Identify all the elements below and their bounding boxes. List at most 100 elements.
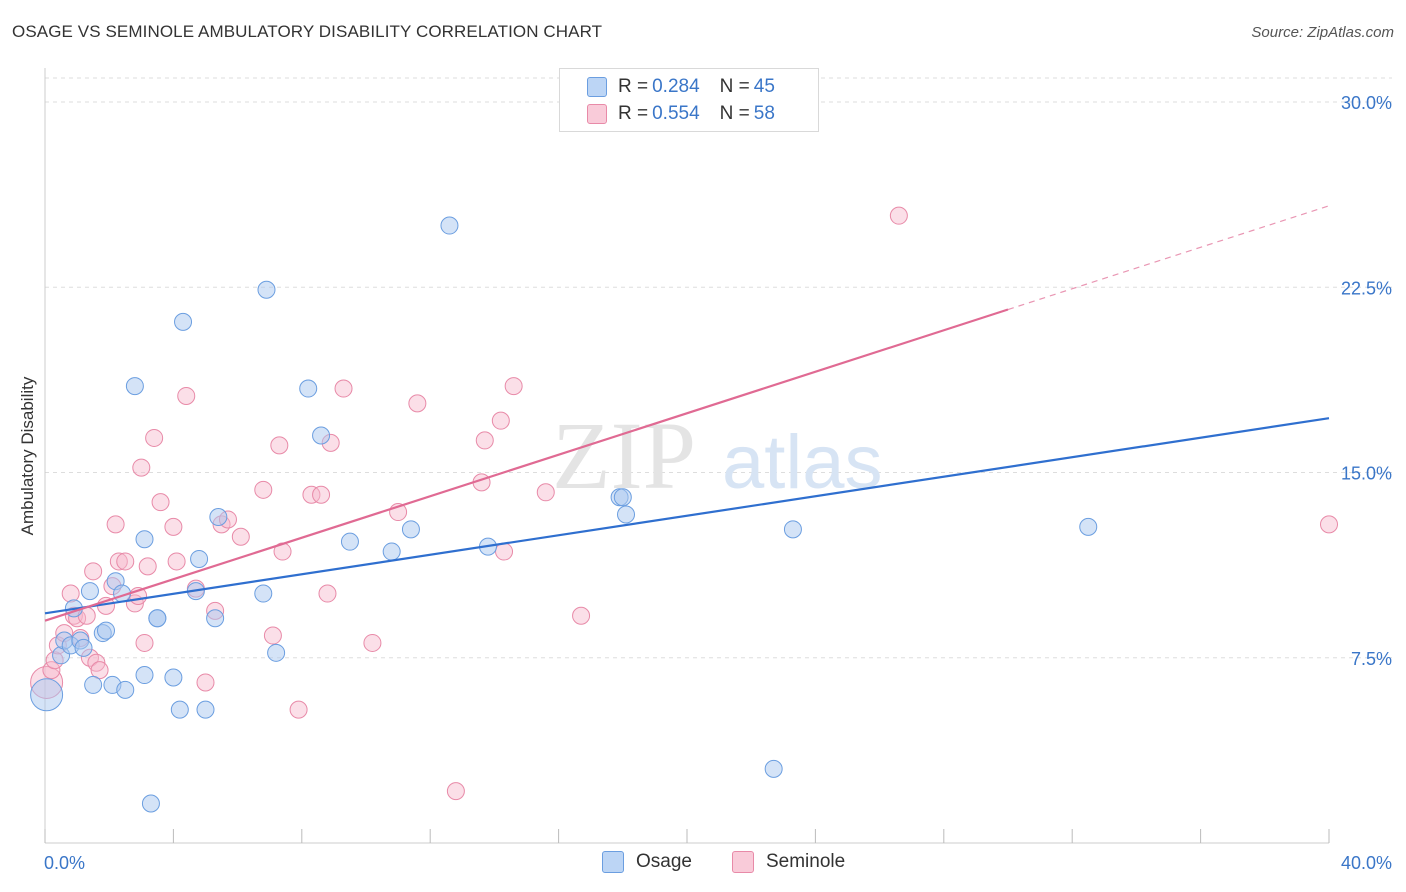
seminole-point: [363, 633, 382, 652]
chart-title: OSAGE VS SEMINOLE AMBULATORY DISABILITY …: [12, 22, 603, 41]
seminole-point: [84, 562, 103, 581]
legend-osage-row: R = 0.284 N = 45: [618, 74, 775, 100]
osage-point: [170, 700, 189, 719]
osage-point: [196, 700, 215, 719]
osage-point: [617, 505, 636, 524]
legend-seminole-r-label: R =: [618, 103, 649, 124]
osage-point: [267, 643, 286, 662]
legend-seminole-swatch: [587, 104, 607, 124]
y-tick-label: 15.0%: [1341, 464, 1392, 484]
legend-osage-n-label: N =: [719, 76, 750, 97]
seminole-point: [446, 782, 465, 801]
source-prefix: Source:: [1251, 24, 1308, 41]
osage-point: [80, 582, 99, 601]
seminole-point: [106, 515, 125, 534]
legend-item-seminole[interactable]: Seminole: [731, 851, 846, 873]
seminole-point: [536, 483, 555, 502]
seminole-point: [1320, 515, 1338, 534]
osage-point: [764, 759, 783, 778]
osage-point: [125, 377, 144, 396]
osage-points: [30, 216, 1098, 813]
osage-swatch: [602, 851, 624, 873]
axes-layer: [44, 68, 1330, 844]
seminole-point: [312, 485, 331, 504]
osage-point: [783, 520, 802, 539]
y-tick-label: 22.5%: [1341, 278, 1392, 298]
osage-label: Osage: [636, 851, 692, 872]
seminole-swatch: [731, 851, 754, 873]
seminole-point: [889, 206, 908, 225]
seminole-point: [167, 552, 186, 571]
legend-osage-n-value: 45: [753, 76, 775, 97]
tick-labels: 7.5% 15.0% 22.5% 30.0% 0.0% 40.0%: [44, 93, 1392, 873]
legend-osage-r-value: 0.284: [652, 76, 700, 97]
seminole-point: [475, 431, 494, 450]
seminole-point: [177, 386, 196, 405]
seminole-point: [138, 557, 157, 576]
seminole-point: [302, 485, 321, 504]
legend-seminole-n-value: 58: [753, 103, 775, 124]
osage-point: [382, 542, 401, 561]
legend-osage-swatch: [587, 77, 607, 97]
osage-point: [84, 675, 103, 694]
seminole-point: [90, 661, 109, 680]
legend-seminole-r-value: 0.554: [652, 103, 700, 124]
seminole-point: [491, 411, 510, 430]
osage-point: [116, 680, 135, 699]
osage-point: [164, 668, 183, 687]
seminole-point: [145, 428, 164, 447]
legend-osage-r-label: R =: [618, 76, 649, 97]
seminole-point: [289, 700, 308, 719]
seminole-point: [334, 379, 353, 398]
osage-point: [206, 609, 225, 628]
osage-point: [613, 488, 632, 507]
osage-point: [254, 584, 273, 603]
osage-point: [401, 520, 420, 539]
correlation-legend: R = 0.284 N = 45 R = 0.554 N = 58: [559, 68, 819, 132]
x-tick-label: 40.0%: [1341, 853, 1392, 873]
source-link[interactable]: ZipAtlas.com: [1307, 24, 1394, 41]
seminole-point: [572, 606, 591, 625]
osage-point: [440, 216, 459, 235]
osage-point: [257, 280, 276, 299]
osage-point: [135, 666, 154, 685]
seminole-point: [318, 584, 337, 603]
osage-point: [135, 530, 154, 549]
seminole-point: [408, 394, 427, 413]
osage-point: [299, 379, 318, 398]
grid-layer: [45, 77, 1392, 659]
osage-point: [30, 678, 64, 712]
osage-point: [340, 532, 359, 551]
series-legend: Osage Seminole: [602, 851, 885, 873]
y-tick-label: 7.5%: [1351, 649, 1392, 669]
osage-point: [209, 507, 228, 526]
seminole-point: [132, 458, 151, 477]
seminole-point: [495, 542, 514, 561]
seminole-point: [231, 527, 250, 546]
trend-lines: [44, 205, 1330, 622]
seminole-point: [263, 626, 282, 645]
seminole-point: [109, 552, 128, 571]
osage-point: [141, 794, 160, 813]
seminole-point: [42, 661, 61, 680]
osage-point: [312, 426, 331, 445]
seminole-point: [164, 517, 183, 536]
legend-seminole-n-label: N =: [719, 103, 750, 124]
x-tick-label: 0.0%: [44, 853, 85, 873]
seminole-point: [151, 493, 170, 512]
seminole-trend-extension: [1007, 205, 1330, 311]
seminole-point: [504, 377, 523, 396]
osage-point: [96, 621, 115, 640]
seminole-point: [61, 584, 80, 603]
osage-point: [74, 638, 93, 657]
osage-point: [148, 609, 167, 628]
legend-item-osage[interactable]: Osage: [602, 851, 692, 873]
seminole-point: [196, 673, 215, 692]
seminole-point: [116, 552, 135, 571]
y-tick-label: 30.0%: [1341, 93, 1392, 113]
watermark-atlas: atlas: [722, 420, 883, 505]
seminole-label: Seminole: [765, 851, 846, 872]
osage-point: [1079, 517, 1098, 536]
chart-source: Source: ZipAtlas.com: [1251, 24, 1394, 41]
